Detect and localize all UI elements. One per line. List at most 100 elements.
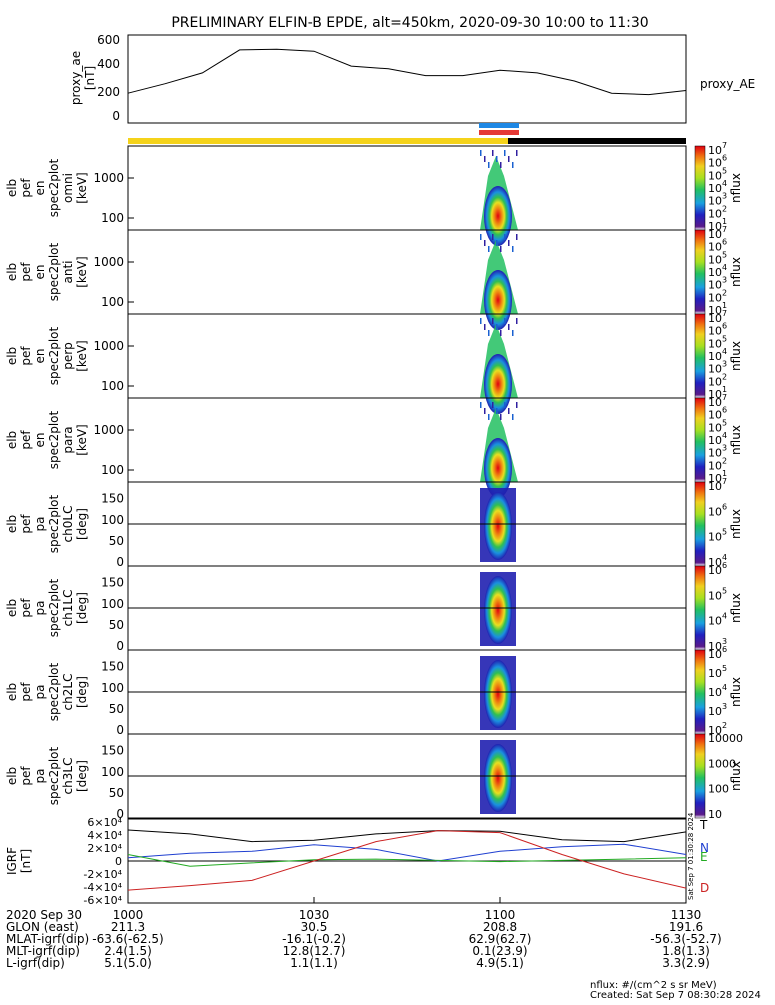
pa-colorbar-tick: 10 <box>708 589 722 602</box>
pa-colorbar-tick: 10 <box>708 808 722 821</box>
pa-ylabel-line: [deg] <box>75 760 89 792</box>
footer-row-value: 1.1(1.1) <box>290 956 338 970</box>
spec-colorbar-exponent: 5 <box>722 334 727 343</box>
footer-row-value: 1.8(1.3) <box>662 944 710 958</box>
pa-ylabel-line: spec2plot <box>47 578 61 637</box>
spec-colorbar-tick: 10 <box>708 421 722 434</box>
spec-speckle <box>516 150 518 156</box>
pa-colorbar-tick: 10 <box>708 648 722 661</box>
pa-ylabel-line: [deg] <box>75 676 89 708</box>
pa-ylabel-line: elb <box>5 515 19 533</box>
spec-heatmap-core <box>484 270 512 330</box>
spec-colorbar-exponent: 3 <box>722 276 727 285</box>
pa-colorbar-exponent: 6 <box>722 502 727 511</box>
pa-ylabel-line: [deg] <box>75 592 89 624</box>
spec-ytick: 100 <box>101 295 124 309</box>
pa-colorbar-tick: 10 <box>708 705 722 718</box>
pa-ytick: 100 <box>101 513 124 527</box>
spec-colorbar-exponent: 4 <box>722 179 727 188</box>
igrf-legend-D: D <box>700 881 709 895</box>
pa-colorbar-exponent: 4 <box>722 553 727 562</box>
spec-colorbar-exponent: 1 <box>722 385 727 394</box>
spec-colorbar-exponent: 4 <box>722 347 727 356</box>
pa-ylabel-line: ch0LC <box>61 506 75 543</box>
pa-colorbar-tick: 10 <box>708 615 722 628</box>
spec-ylabel-line: pef <box>19 262 33 282</box>
spec-ylabel-line: spec2plot <box>47 158 61 217</box>
pa-colorbar-exponent: 5 <box>722 528 727 537</box>
pa-colorbar-tick: 10 <box>708 505 722 518</box>
spec-ylabel-line: pef <box>19 430 33 450</box>
spec-colorbar-tick: 10 <box>708 459 722 472</box>
spec-speckle <box>504 318 506 324</box>
igrf-panel: IGRF [nT] -6×10⁴-4×10⁴-2×10⁴02×10⁴4×10⁴6… <box>5 812 709 907</box>
pa-colorbar-exponent: 3 <box>722 637 727 646</box>
ae-tick-600: 600 <box>97 33 120 47</box>
pa-colorbar-tick: 100 <box>708 783 729 796</box>
spec-axes-frame <box>127 397 687 483</box>
igrf-ytick: 2×10⁴ <box>87 842 122 855</box>
spec-heatmap-core <box>484 354 512 414</box>
spec-speckle <box>512 246 514 252</box>
pa-ytick: 150 <box>101 660 124 674</box>
spec-speckle <box>492 150 494 156</box>
pa-ytick: 100 <box>101 765 124 779</box>
spec-colorbar-exponent: 5 <box>722 166 727 175</box>
igrf-ytick: 6×10⁴ <box>87 816 122 829</box>
status-bars <box>128 123 686 144</box>
spec-colorbar-tick: 10 <box>708 325 722 338</box>
spec-colorbar-exponent: 2 <box>722 204 727 213</box>
spec-colorbar-2 <box>694 313 706 399</box>
spec-speckle <box>500 414 502 420</box>
pa-ytick: 0 <box>116 807 124 821</box>
pa-colorbar-exponent: 6 <box>722 645 727 654</box>
footer-row-label: MLAT-igrf(dip) <box>6 932 89 946</box>
spec-ytick: 1000 <box>93 171 124 185</box>
spec-colorbar-tick: 10 <box>708 388 722 401</box>
pa-ytick: 150 <box>101 744 124 758</box>
pa-colorbar-tick: 10 <box>708 686 722 699</box>
sunlight-bar <box>128 138 508 144</box>
footer-row-value: -56.3(-52.7) <box>650 932 721 946</box>
footer-row-value: 4.9(5.1) <box>476 956 524 970</box>
pa-colorbar-0 <box>694 481 706 567</box>
footer-row-value: 12.8(12.7) <box>283 944 346 958</box>
spec-speckle <box>488 162 490 168</box>
spec-colorbar-label: nflux <box>729 425 743 455</box>
spec-speckle <box>512 162 514 168</box>
igrf-legend-N: N <box>700 841 709 855</box>
footer-row-label: GLON (east) <box>6 920 79 934</box>
pa-ylabel-line: pef <box>19 766 33 786</box>
spec-colorbar-exponent: 2 <box>722 372 727 381</box>
pa-colorbar-exponent: 3 <box>722 702 727 711</box>
pa-colorbar-exponent: 7 <box>722 477 727 486</box>
spec-ylabel-line: para <box>61 426 75 453</box>
igrf-legend-E: E <box>700 850 708 864</box>
spec-colorbar-exponent: 6 <box>722 238 727 247</box>
spec-ylabel-line: elb <box>5 179 19 197</box>
footer-row-value: 62.9(62.7) <box>469 932 532 946</box>
pa-colorbar-3 <box>694 733 706 819</box>
pa-heatmap-core <box>484 744 512 812</box>
igrf-series-D <box>127 830 687 891</box>
footer-ephemeris: 2020 Sep 30 1000 1030 1100 1130 GLON (east) 21… <box>6 897 722 970</box>
spec-colorbar-tick: 10 <box>708 157 722 170</box>
pa-colorbar-tick: 10 <box>708 531 722 544</box>
spec-colorbar-exponent: 7 <box>722 309 727 318</box>
science-zone-bar-blue <box>479 123 519 128</box>
igrf-ytick: -2×10⁴ <box>83 868 122 881</box>
spec-colorbar-exponent: 1 <box>722 469 727 478</box>
spec-colorbar-tick: 10 <box>708 279 722 292</box>
spec-speckle <box>480 318 482 324</box>
spec-colorbar-tick: 10 <box>708 312 722 325</box>
pa-colorbar-2 <box>694 649 706 735</box>
pa-ytick: 50 <box>109 702 124 716</box>
spec-colorbar-exponent: 6 <box>722 322 727 331</box>
spec-speckle <box>492 402 494 408</box>
pa-colorbar-tick: 1000 <box>708 757 736 770</box>
pa-colorbar-exponent: 4 <box>722 683 727 692</box>
